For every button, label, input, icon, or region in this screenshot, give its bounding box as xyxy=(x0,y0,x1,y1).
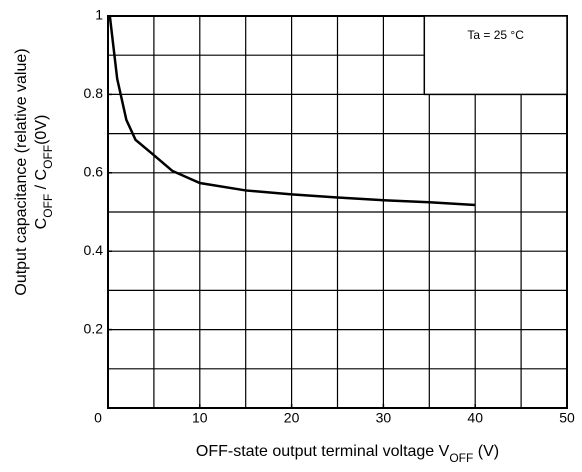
x-axis-label-part: OFF xyxy=(449,451,473,465)
x-tick-label: 30 xyxy=(376,410,392,426)
y-tick-label: 1 xyxy=(95,7,103,23)
plot-frame xyxy=(107,15,568,409)
y-axis-label-part: OFF xyxy=(41,194,55,218)
x-tick-label: 40 xyxy=(467,410,483,426)
annotation: Ta = 25 °C xyxy=(467,28,524,42)
y-tick-label: 0.2 xyxy=(84,320,104,336)
y-tick-label: 0.6 xyxy=(84,164,104,180)
y-axis-label-part: C xyxy=(33,218,50,230)
y-axis-label-part: OFF xyxy=(41,145,55,169)
y-tick-label: 0.4 xyxy=(84,242,104,258)
x-tick-label: 0 xyxy=(94,410,102,426)
y-axis-label-part: / C xyxy=(33,169,50,194)
y-axis-label-part: Output capacitance (relative value) xyxy=(13,48,30,295)
y-axis-label-part: (0V) xyxy=(33,115,50,145)
annotation-box xyxy=(423,15,568,96)
y-axis-label: Output capacitance (relative value) xyxy=(13,48,30,295)
x-axis-label-part: (V) xyxy=(473,443,499,460)
x-axis-label-part: OFF-state output terminal voltage V xyxy=(196,443,450,460)
x-tick-label: 50 xyxy=(559,410,575,426)
x-tick-label: 10 xyxy=(192,410,208,426)
x-tick-label: 20 xyxy=(284,410,300,426)
x-axis-label: OFF-state output terminal voltage VOFF (… xyxy=(196,443,499,465)
y-axis-label: COFF / COFF(0V) xyxy=(33,115,55,230)
line xyxy=(108,15,476,207)
y-tick-label: 0.8 xyxy=(84,85,104,101)
